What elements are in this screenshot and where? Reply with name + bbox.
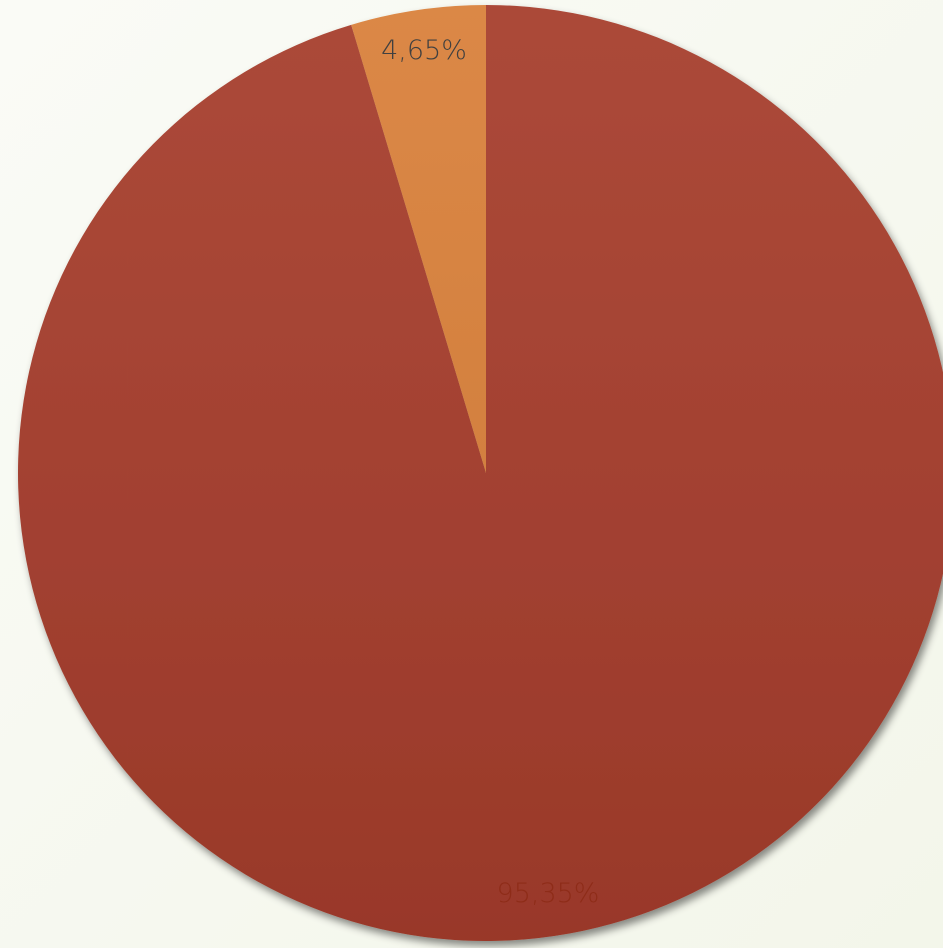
labels: 95,35% 4,65% <box>381 35 599 909</box>
data-label: 4,65% <box>381 35 467 66</box>
pie <box>18 5 943 941</box>
data-label: 95,35% <box>497 878 600 909</box>
